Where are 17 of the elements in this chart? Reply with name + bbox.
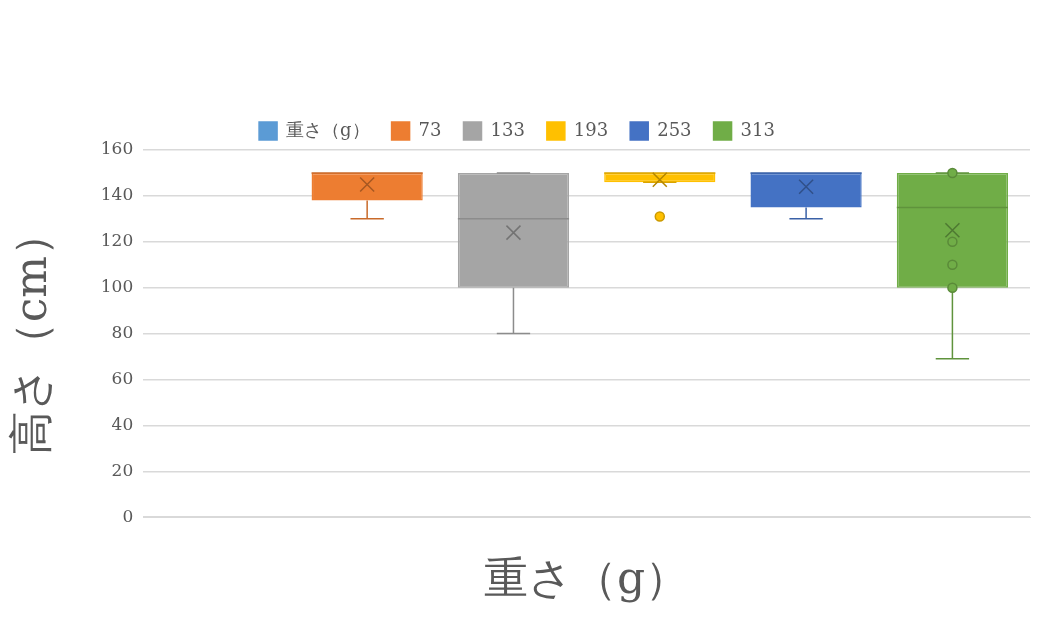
y-axis-title: 高さ（cm） [4,211,56,456]
x-axis-title: 重さ（g） [484,552,690,604]
legend-label: 193 [573,118,609,140]
legend-label: 253 [657,118,692,140]
legend-label: 313 [740,118,775,140]
y-tick-label: 40 [111,413,134,434]
y-tick-label: 0 [122,505,134,526]
legend-label: 73 [418,118,442,140]
legend-label: 重さ（g） [286,118,370,140]
legend-label: 133 [490,118,525,140]
y-tick-label: 100 [100,276,134,297]
y-tick-label: 140 [100,184,134,205]
y-tick-label: 120 [100,230,134,251]
y-tick-label: 20 [111,459,134,480]
y-tick-label: 80 [111,322,134,343]
y-tick-label: 160 [100,138,134,159]
y-tick-label: 60 [111,367,134,388]
